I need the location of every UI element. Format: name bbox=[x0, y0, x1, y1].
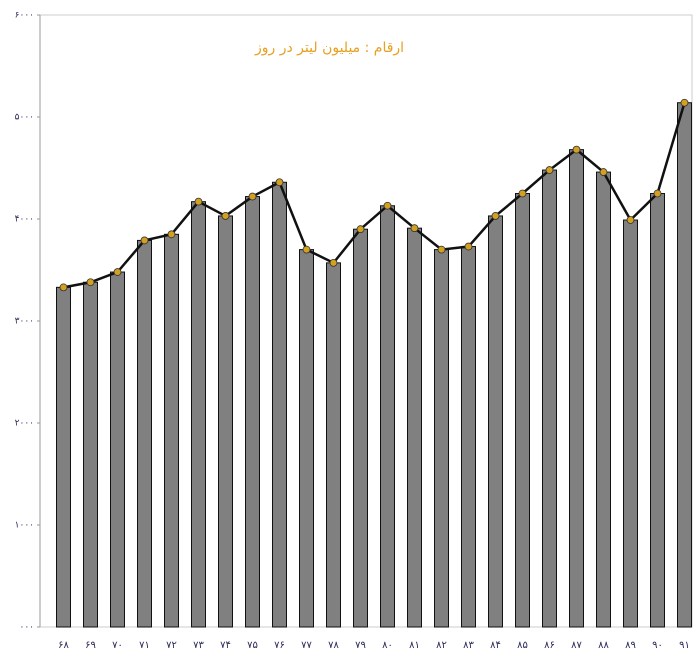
bar bbox=[488, 215, 503, 628]
bar bbox=[596, 171, 611, 628]
marker bbox=[275, 178, 284, 187]
y-tick-label: ۳۰۰۰ bbox=[15, 317, 34, 327]
bar bbox=[272, 181, 287, 628]
bar bbox=[191, 201, 206, 628]
marker bbox=[599, 168, 608, 176]
x-tick-label: ۸۴ bbox=[490, 640, 501, 651]
x-tick-label: ۷۰ bbox=[112, 640, 123, 651]
marker bbox=[86, 278, 95, 287]
marker bbox=[113, 268, 122, 276]
x-tick-label: ۸۷ bbox=[571, 640, 582, 651]
marker bbox=[329, 258, 338, 267]
x-tick-label: ۷۳ bbox=[193, 640, 204, 651]
x-tick-label: ۷۸ bbox=[328, 640, 339, 651]
x-tick-label: ۸۵ bbox=[517, 640, 528, 651]
x-tick-label: ۷۷ bbox=[301, 640, 312, 651]
marker bbox=[491, 212, 500, 220]
x-tick-label: ۷۲ bbox=[166, 640, 177, 651]
marker bbox=[464, 242, 473, 251]
marker bbox=[437, 245, 446, 254]
bar bbox=[380, 205, 395, 628]
y-tick-label: ۵۰۰۰ bbox=[15, 113, 34, 123]
x-tick-label: ۸۳ bbox=[463, 640, 474, 651]
x-tick-label: ۶۹ bbox=[85, 640, 96, 651]
bar bbox=[569, 149, 584, 628]
marker bbox=[572, 145, 581, 154]
x-tick-label: ۸۲ bbox=[436, 640, 447, 651]
bar bbox=[353, 228, 368, 628]
bar bbox=[461, 246, 476, 628]
bar bbox=[623, 219, 638, 628]
marker bbox=[518, 189, 527, 198]
marker bbox=[140, 236, 149, 245]
x-tick-label: ۹۱ bbox=[679, 640, 690, 651]
x-tick-label: ۸۹ bbox=[625, 640, 636, 651]
bar bbox=[434, 249, 449, 628]
bar bbox=[164, 233, 179, 628]
y-tick-label: ۰۰۰ bbox=[19, 623, 34, 633]
x-tick-label: ۷۴ bbox=[220, 640, 231, 651]
marker bbox=[302, 245, 311, 254]
annotation: ارقام : میلیون لیتر در روز bbox=[254, 40, 404, 56]
x-tick-label: ۹۰ bbox=[652, 640, 663, 651]
marker bbox=[59, 283, 68, 292]
marker bbox=[167, 230, 176, 239]
x-tick-label: ۷۶ bbox=[274, 640, 285, 651]
x-tick-label: ۷۹ bbox=[355, 640, 366, 651]
bar bbox=[56, 286, 71, 628]
bar bbox=[218, 215, 233, 628]
marker bbox=[248, 192, 257, 201]
bar bbox=[326, 262, 341, 628]
bar bbox=[245, 196, 260, 628]
bar bbox=[650, 193, 665, 628]
bar bbox=[83, 281, 98, 628]
bar bbox=[677, 102, 692, 628]
x-tick-label: ۸۶ bbox=[544, 640, 555, 651]
marker bbox=[545, 166, 554, 174]
x-tick-label: ۶۸ bbox=[58, 640, 69, 651]
y-tick-label: ۲۰۰۰ bbox=[15, 419, 34, 429]
marker bbox=[221, 212, 230, 220]
marker bbox=[626, 216, 635, 224]
x-tick-label: ۸۰ bbox=[382, 640, 393, 651]
marker bbox=[356, 225, 365, 234]
marker bbox=[680, 98, 689, 107]
x-tick-label: ۸۸ bbox=[598, 640, 609, 651]
bar bbox=[542, 169, 557, 628]
marker bbox=[383, 201, 392, 210]
y-tick-label: ۴۰۰۰ bbox=[15, 215, 34, 225]
x-tick-label: ۷۱ bbox=[139, 640, 150, 651]
bar bbox=[299, 249, 314, 628]
y-tick-label: ۱۰۰۰ bbox=[15, 521, 34, 531]
marker bbox=[194, 197, 203, 206]
x-tick-label: ۸۱ bbox=[409, 640, 420, 651]
bar bbox=[515, 193, 530, 628]
y-tick-label: ۶۰۰۰ bbox=[15, 11, 34, 21]
bar bbox=[110, 271, 125, 628]
x-tick-label: ۷۵ bbox=[247, 640, 258, 651]
bar bbox=[407, 227, 422, 628]
marker bbox=[653, 189, 662, 198]
bar bbox=[137, 239, 152, 628]
line bbox=[63, 102, 686, 289]
marker bbox=[410, 224, 419, 233]
